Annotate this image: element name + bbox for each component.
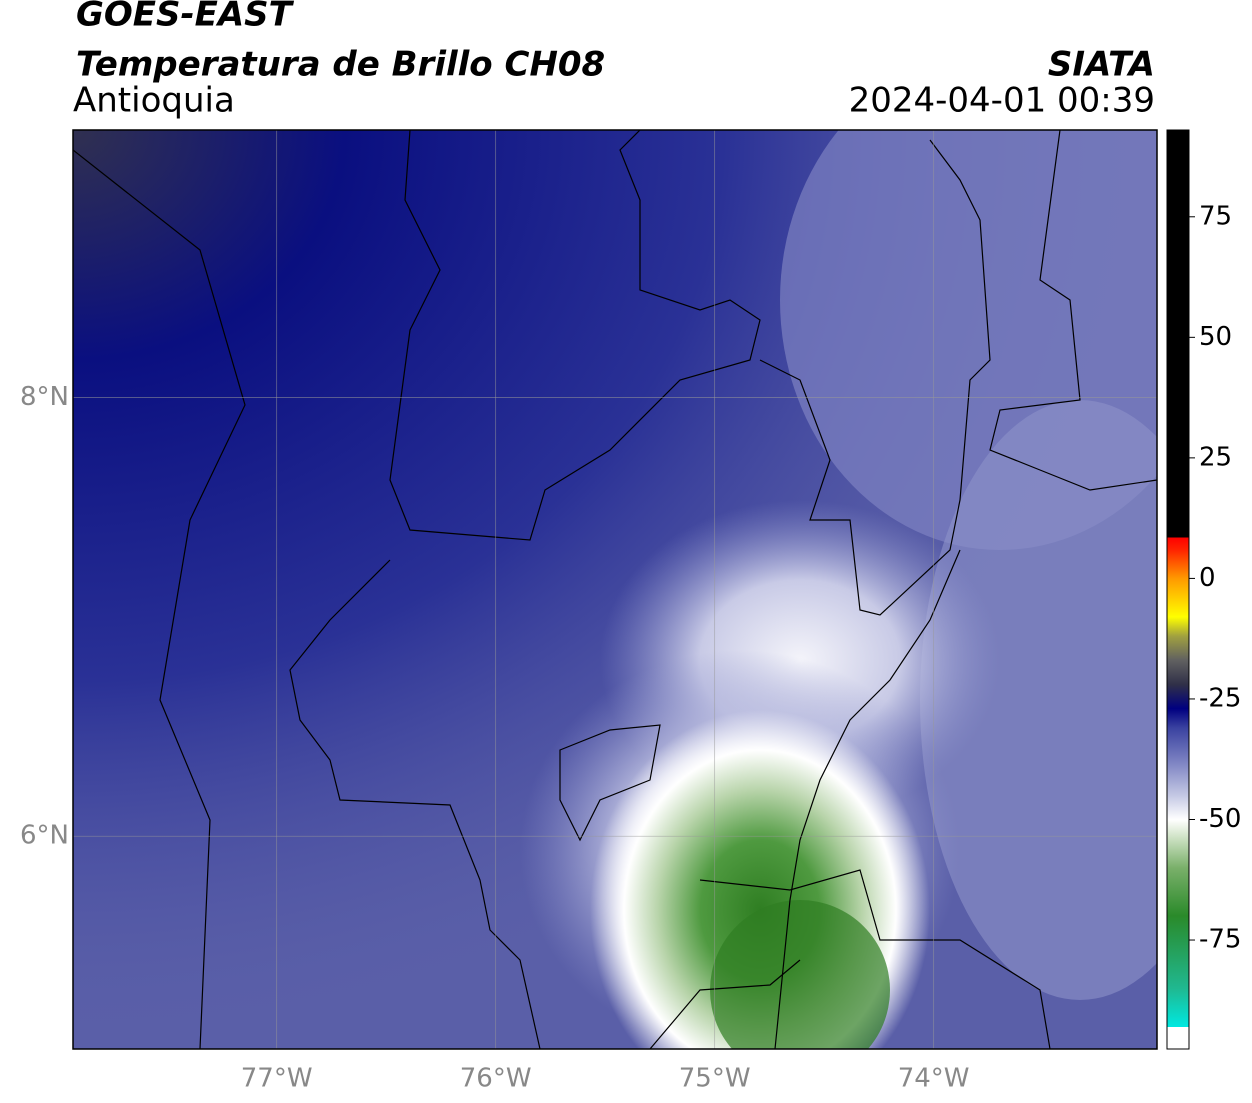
y-tick-label: 6°N — [20, 821, 69, 851]
x-tick-label: 75°W — [679, 1064, 751, 1094]
colorbar-tick-label: -75 — [1199, 925, 1241, 955]
colorbar-tick-label: 50 — [1199, 322, 1232, 352]
y-tick-label: 8°N — [20, 382, 69, 412]
colorbar — [1166, 129, 1190, 1050]
region: Antioquia — [73, 81, 235, 121]
colorbar-tick-label: 0 — [1199, 563, 1216, 593]
colorbar-tick-label: -50 — [1199, 804, 1241, 834]
datetime: 2024-04-01 00:39 — [849, 81, 1155, 121]
title: GOES-EAST — [76, 0, 295, 35]
colorbar-tick-label: 25 — [1199, 442, 1232, 472]
graticule — [73, 130, 1157, 1049]
colorbar-tick-label: -25 — [1199, 683, 1241, 713]
x-tick-label: 77°W — [241, 1064, 313, 1094]
source: SIATA — [1048, 45, 1155, 85]
x-tick-label: 74°W — [898, 1064, 970, 1094]
map-frame — [72, 129, 1158, 1050]
colorbar-tick-label: 75 — [1199, 201, 1232, 231]
subtitle: Temperatura de Brillo CH08 — [76, 45, 605, 85]
map-image — [73, 130, 1157, 1049]
x-tick-label: 76°W — [460, 1064, 532, 1094]
